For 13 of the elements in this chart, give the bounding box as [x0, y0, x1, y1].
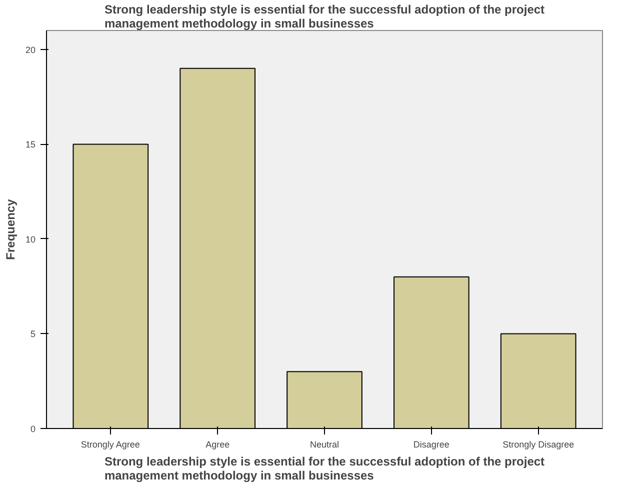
y-tick-label: 10 — [25, 234, 36, 244]
y-tick-label: 20 — [25, 44, 36, 55]
chart-title: Strong leadership style is essential for the successful adoption of the project management methodology in small businesses — [104, 2, 545, 30]
x-axis-title: Strong leadership style is essential for the successful adoption of the project management methodology in small businesses — [104, 454, 545, 482]
x-tick-label: Disagree — [413, 440, 450, 450]
x-tick-label: Strongly Disagree — [502, 440, 574, 450]
x-tick-label: Agree — [206, 440, 230, 450]
y-tick-label: 15 — [25, 140, 36, 150]
x-tick-label: Neutral — [310, 440, 340, 450]
x-tick-label: Strongly Agree — [80, 440, 140, 450]
y-tick-label: 5 — [30, 329, 36, 340]
y-axis-title: Frequency — [3, 198, 18, 260]
y-tick-label: 0 — [30, 424, 36, 434]
